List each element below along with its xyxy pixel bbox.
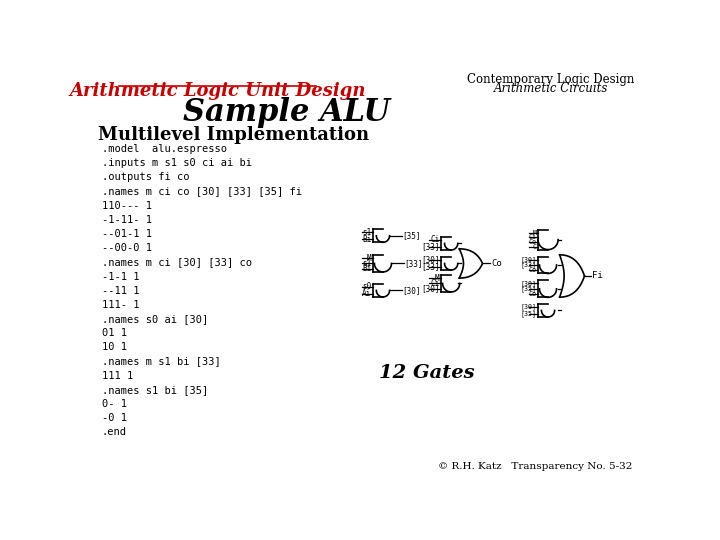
Text: [35]: [35] <box>402 231 421 240</box>
Text: [33]: [33] <box>421 262 439 272</box>
Text: Co: Co <box>528 267 536 273</box>
Text: [30]: [30] <box>521 303 536 310</box>
Text: [33]: [33] <box>421 242 439 252</box>
Text: Bi: Bi <box>362 265 372 273</box>
Text: Ai: Ai <box>362 289 372 299</box>
Text: Arithmetic Logic Unit Design: Arithmetic Logic Unit Design <box>70 82 366 100</box>
Text: Co: Co <box>528 239 536 245</box>
Text: M: M <box>366 254 372 262</box>
Text: Contemporary Logic Design: Contemporary Logic Design <box>467 72 635 85</box>
Text: s1: s1 <box>362 259 372 268</box>
Text: .model  alu.espresso
.inputs m s1 s0 ci ai bi
.outputs fi co
.names m ci co [30]: .model alu.espresso .inputs m s1 s0 ci a… <box>102 144 302 437</box>
Text: [33]: [33] <box>405 259 423 268</box>
Text: s1: s1 <box>362 228 372 237</box>
Text: Co: Co <box>492 259 503 268</box>
Text: [33]: [33] <box>521 261 536 268</box>
Text: Bi: Bi <box>362 235 372 244</box>
Text: [30]: [30] <box>521 256 536 263</box>
Text: Sample ALU: Sample ALU <box>183 97 390 128</box>
Text: Ci: Ci <box>431 235 439 245</box>
Text: [30]: [30] <box>421 285 439 293</box>
Text: Co: Co <box>528 291 536 297</box>
Text: © R.H. Katz   Transparency No. 5-32: © R.H. Katz Transparency No. 5-32 <box>438 462 633 471</box>
Text: Fi: Fi <box>593 272 603 280</box>
Text: Arithmetic Circuits: Arithmetic Circuits <box>494 82 608 94</box>
Text: [30]: [30] <box>521 280 536 287</box>
Text: [30]: [30] <box>421 255 439 265</box>
Text: [35]: [35] <box>521 310 536 318</box>
Text: [35]: [35] <box>521 286 536 292</box>
Text: M: M <box>532 230 536 235</box>
Text: [30]: [30] <box>402 286 421 295</box>
Text: Ci: Ci <box>431 279 439 288</box>
Text: Ci: Ci <box>528 234 536 240</box>
Text: Multilevel Implementation: Multilevel Implementation <box>98 126 369 144</box>
Text: 12 Gates: 12 Gates <box>379 363 475 382</box>
Text: s0: s0 <box>362 282 372 292</box>
Text: C: C <box>532 244 536 249</box>
Text: M: M <box>435 274 439 282</box>
